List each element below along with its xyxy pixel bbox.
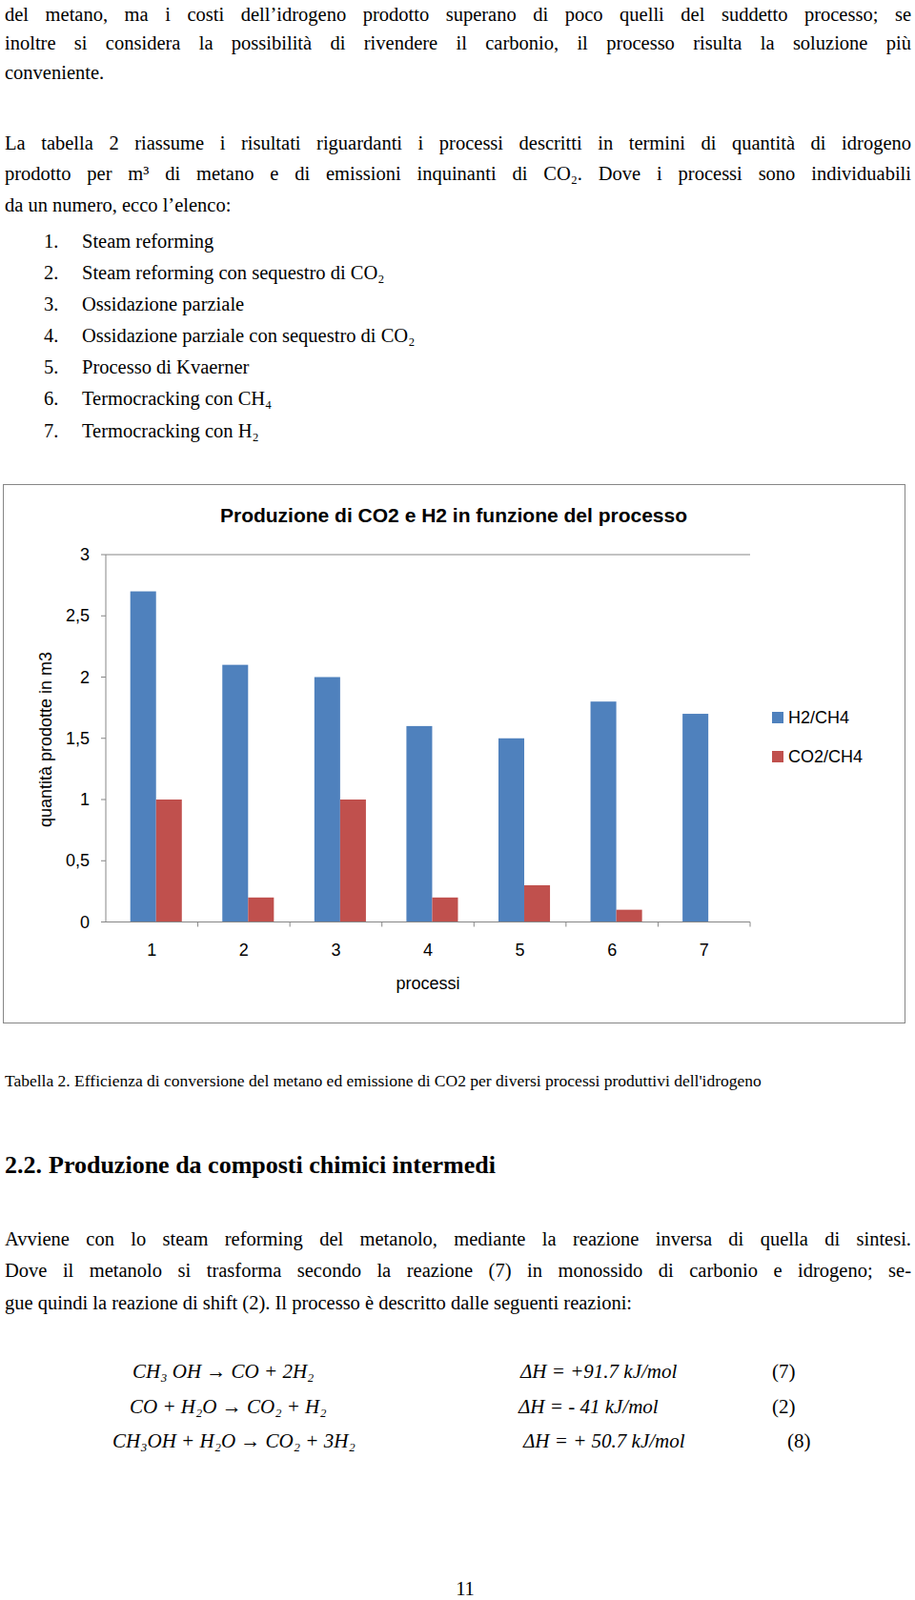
equation-number: (2): [772, 1391, 796, 1423]
x-tick: [197, 922, 199, 928]
y-tick-label: 3: [80, 545, 90, 565]
equation-number: (8): [787, 1425, 812, 1457]
y-tick-label: 0,5: [65, 851, 90, 871]
list-number: 1.: [43, 225, 59, 257]
caption: Tabella 2. Efficienza di conversione del…: [4, 1065, 762, 1097]
legend-swatch: [772, 751, 784, 763]
heading-number: 2.2.: [4, 1150, 42, 1181]
x-tick: [289, 922, 291, 928]
list-number: 5.: [43, 351, 59, 383]
paragraph-line: da un numero, ecco l’elenco:: [4, 189, 912, 221]
list-item: Processo di Kvaerner: [81, 351, 249, 383]
bar: [340, 799, 366, 923]
y-tick: [101, 860, 106, 862]
y-tick: [101, 799, 106, 801]
x-tick-label: 7: [699, 940, 710, 960]
legend-label: H2/CH4: [788, 708, 850, 728]
bar: [616, 910, 643, 923]
x-tick: [750, 922, 752, 928]
paragraph-line: prodotto per m³ di metano e di emissioni…: [4, 158, 912, 189]
equation-number: (7): [772, 1356, 796, 1387]
y-tick: [101, 921, 106, 923]
y-axis: [105, 554, 107, 923]
list-item: Steam reforming: [81, 225, 214, 257]
paragraph-line: Avviene con lo steam reforming del metan…: [4, 1223, 912, 1255]
bar: [156, 799, 183, 923]
x-axis-label: processi: [395, 974, 460, 994]
paragraph-line: La tabella 2 riassume i risultati riguar…: [4, 127, 912, 159]
y-tick: [101, 615, 106, 617]
x-tick-label: 3: [330, 940, 341, 960]
legend-label: CO2/CH4: [788, 747, 863, 767]
page-number: 11: [446, 1573, 485, 1600]
bar: [498, 738, 525, 923]
list-number: 4.: [43, 320, 59, 351]
y-tick: [101, 554, 106, 556]
bar: [590, 701, 617, 922]
x-tick: [381, 922, 383, 928]
legend-swatch: [772, 711, 784, 724]
list-item: Ossidazione parziale: [81, 288, 244, 320]
y-axis-label: quantità prodotte in m3: [36, 651, 56, 828]
x-tick-label: 1: [146, 940, 157, 960]
bar: [314, 677, 341, 923]
list-item: Steam reforming con sequestro di CO₂: [81, 257, 385, 288]
list-number: 6.: [43, 383, 59, 414]
heading-title: Produzione da composti chimici intermedi: [48, 1150, 496, 1181]
y-tick-label: 2: [80, 668, 90, 688]
paragraph-line: inoltre si considera la possibilità di r…: [4, 27, 912, 59]
bar: [431, 897, 458, 923]
enthalpy: ΔH = - 41 kJ/mol: [518, 1391, 659, 1423]
equation: CO + H₂O → CO₂ + H₂: [129, 1391, 327, 1423]
bar: [682, 713, 709, 922]
paragraph-line: del metano, ma i costi dell’idrogeno pro…: [4, 0, 912, 30]
x-tick-label: 4: [423, 940, 433, 960]
y-tick-label: 1,5: [65, 729, 90, 749]
list-number: 2.: [43, 257, 59, 288]
y-tick-label: 1: [80, 790, 90, 810]
list-item: Termocracking con CH₄: [81, 383, 272, 414]
x-tick: [565, 922, 567, 928]
chart: Produzione di CO2 e H2 in funzione del p…: [0, 0, 915, 1600]
bar: [524, 885, 550, 923]
chart-title: Produzione di CO2 e H2 in funzione del p…: [220, 504, 688, 527]
bar: [247, 897, 274, 923]
y-tick: [101, 676, 106, 678]
x-tick-label: 5: [515, 940, 526, 960]
bar: [222, 665, 248, 923]
chart-frame: [3, 485, 906, 1024]
enthalpy: ΔH = + 50.7 kJ/mol: [523, 1425, 686, 1457]
paragraph-line: gue quindi la reazione di shift (2). Il …: [4, 1287, 912, 1319]
plot-top: [105, 554, 751, 556]
y-tick: [101, 737, 106, 739]
list-number: 3.: [43, 288, 59, 320]
equation: CH₃OH + H₂O → CO₂ + 3H₂: [112, 1425, 356, 1457]
equation: CH₃ OH → CO + 2H₂: [132, 1356, 314, 1387]
x-tick: [473, 922, 475, 928]
bar: [406, 726, 432, 923]
x-tick-label: 6: [607, 940, 617, 960]
list-item: Termocracking con H₂: [81, 415, 260, 447]
y-tick-label: 0: [80, 913, 90, 933]
paragraph-line: conveniente.: [4, 57, 912, 88]
bars: [130, 591, 709, 923]
paragraph-line: Dove il metanolo si trasforma secondo la…: [4, 1255, 912, 1286]
enthalpy: ΔH = +91.7 kJ/mol: [520, 1356, 677, 1387]
list-number: 7.: [43, 415, 59, 447]
y-tick-label: 2,5: [65, 606, 90, 626]
list-item: Ossidazione parziale con sequestro di CO…: [81, 320, 415, 351]
x-tick: [657, 922, 659, 928]
x-axis: [105, 921, 751, 923]
bar: [130, 591, 157, 923]
x-tick-label: 2: [239, 940, 249, 960]
